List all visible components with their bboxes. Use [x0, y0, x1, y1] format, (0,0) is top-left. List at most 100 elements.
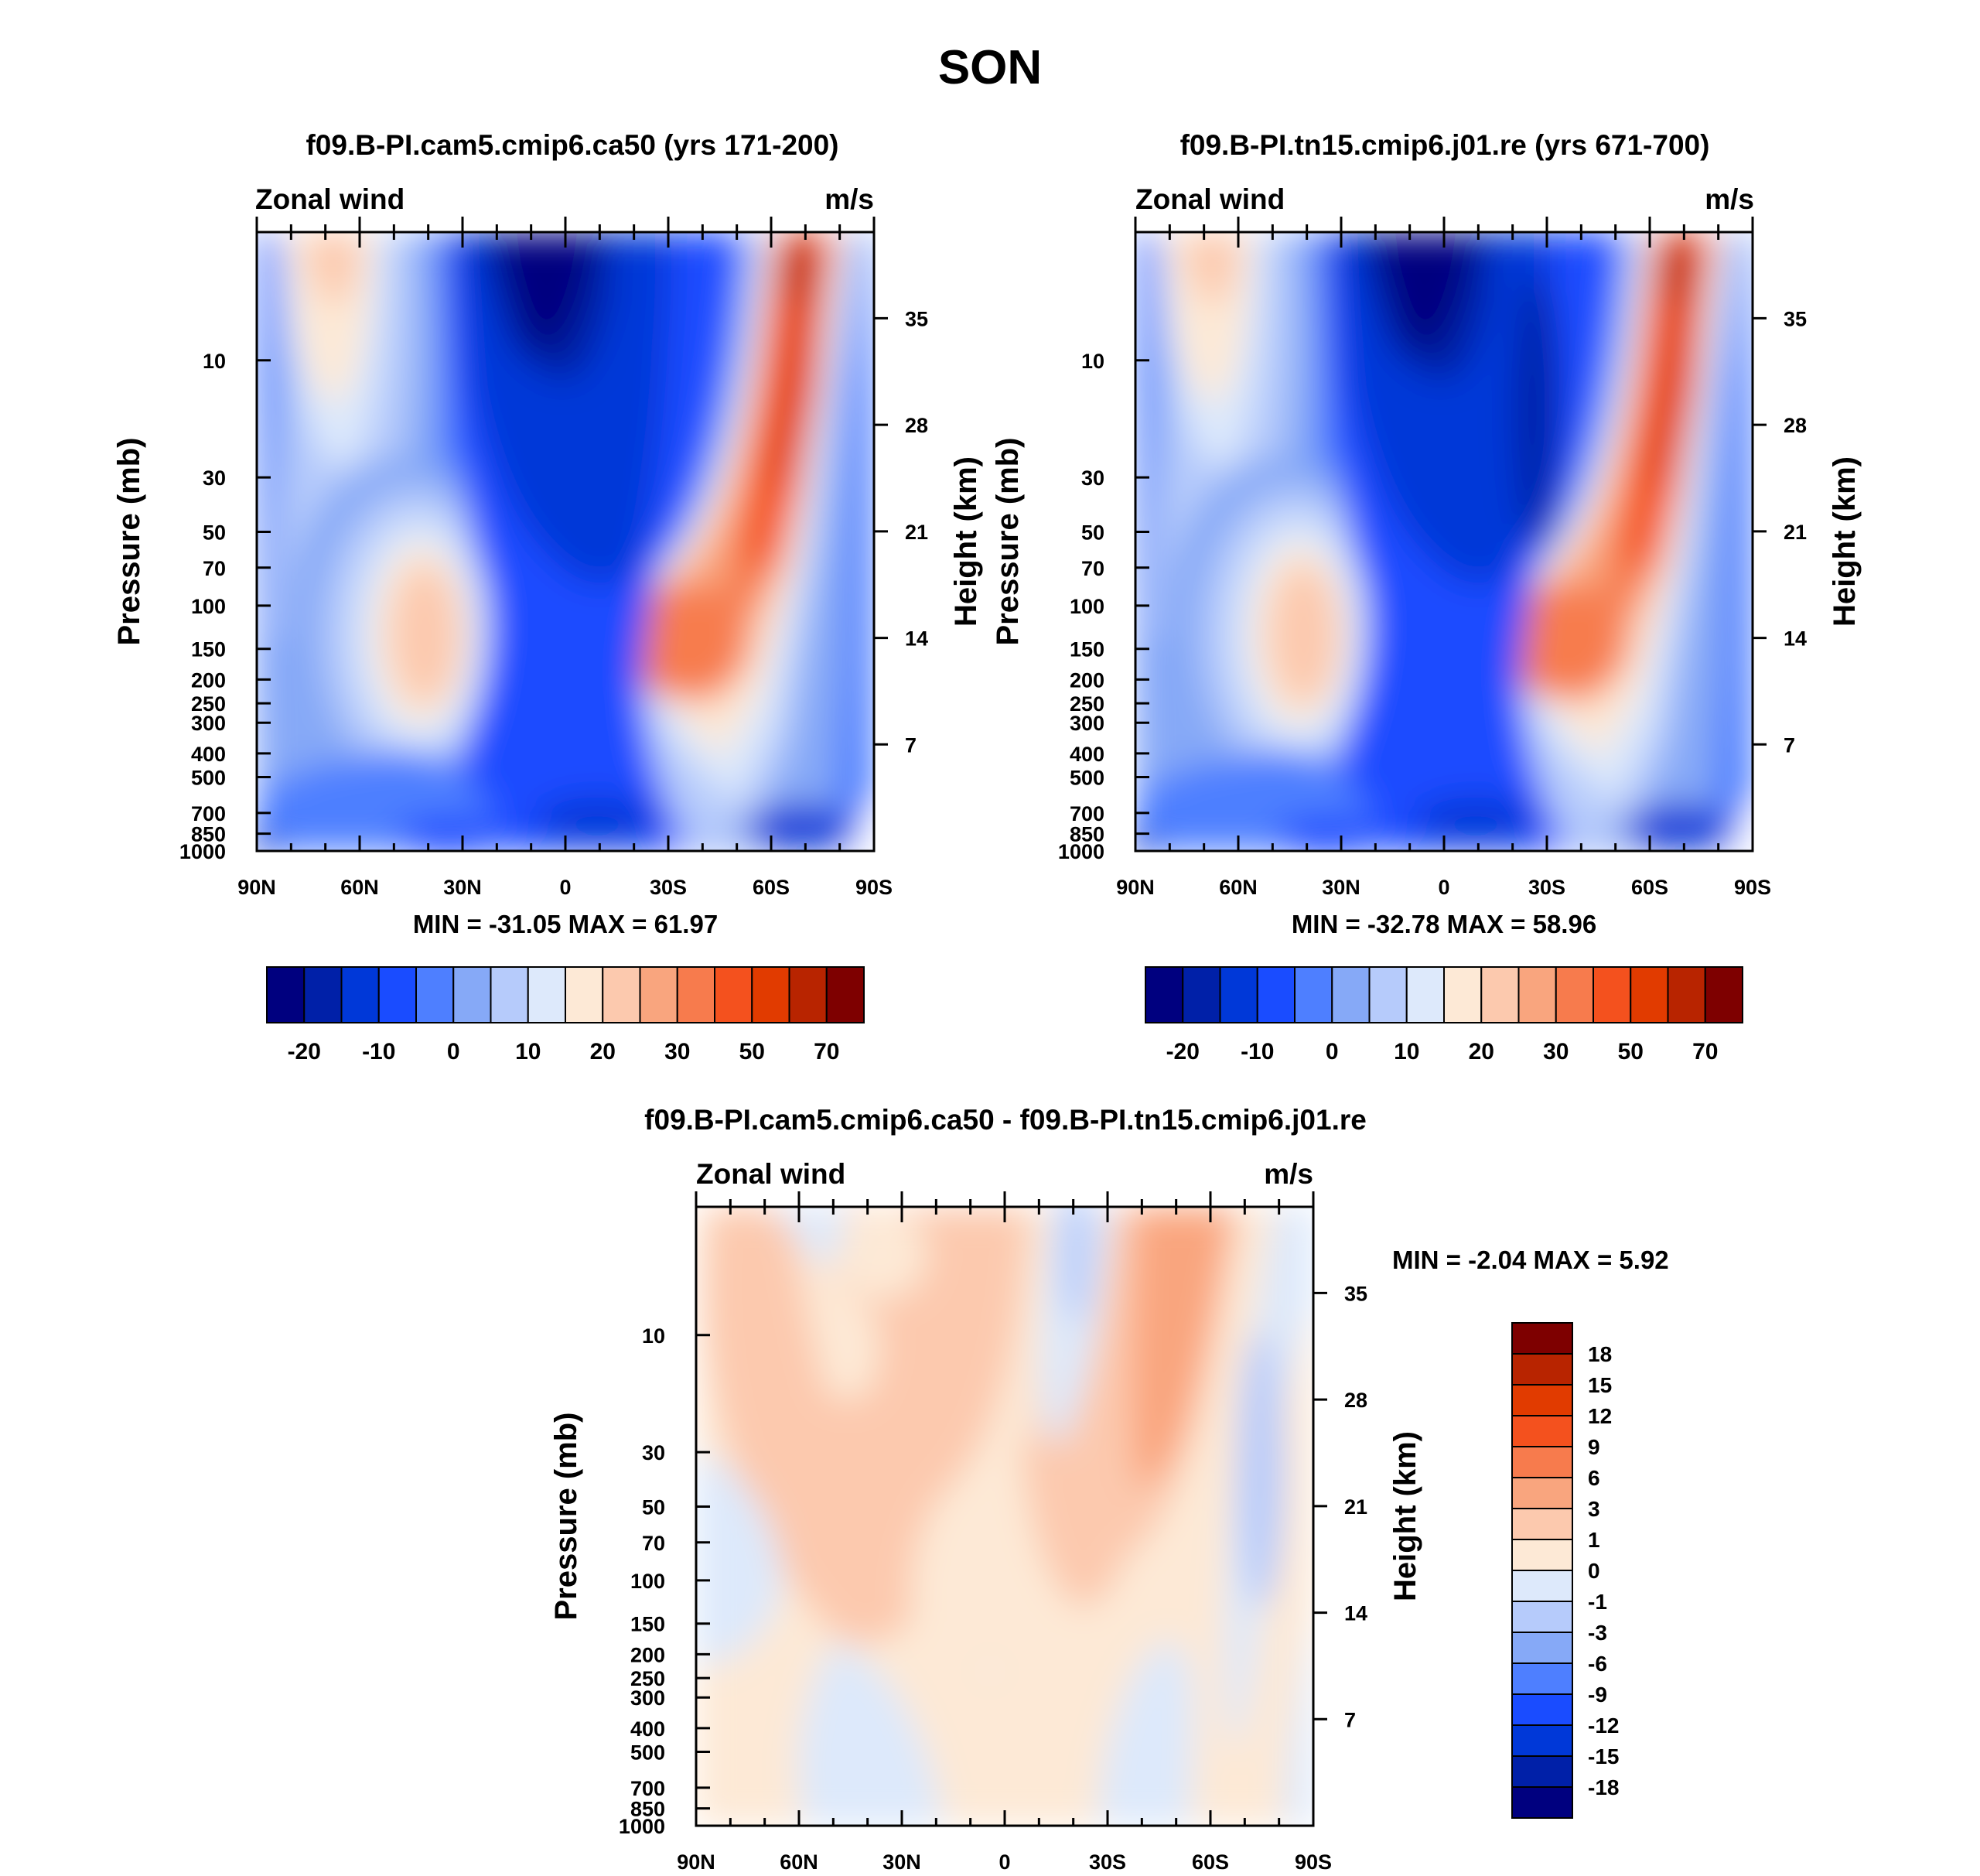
contour-region-33: [1514, 271, 1561, 549]
colorbar-label: 6: [1588, 1466, 1600, 1490]
y-tick-label: 500: [1070, 767, 1104, 790]
y-tick-label: 500: [630, 1741, 665, 1765]
y-tick-label: 200: [191, 668, 226, 692]
colorbar-label: -1: [1588, 1590, 1607, 1614]
y-tick-label: 250: [191, 692, 226, 716]
colorbar-swatch: [1511, 1446, 1573, 1478]
y-tick-label: 50: [203, 521, 226, 544]
y-tick-label: 10: [642, 1324, 665, 1348]
colorbar-swatch: [1294, 966, 1333, 1023]
x-tick-label: 90N: [237, 876, 276, 899]
colorbar-swatch: [1667, 966, 1706, 1023]
colorbar-swatch: [1256, 966, 1296, 1023]
colorbar-swatch: [1511, 1384, 1573, 1416]
colorbar-label: 0: [447, 1039, 460, 1064]
contour-region-21: [767, 232, 825, 487]
colorbar-label: 10: [515, 1039, 541, 1064]
y2-axis-label: Height (km): [1388, 1431, 1422, 1601]
y2-tick-label: 35: [1784, 307, 1807, 330]
y-tick-label: 700: [630, 1777, 665, 1800]
y2-tick-label: 7: [1344, 1708, 1356, 1731]
x-tick-label: 30S: [1528, 876, 1565, 899]
diff-region-14: [1238, 1331, 1284, 1609]
contour-region-31: [1623, 805, 1731, 851]
y-tick-label: 300: [191, 712, 226, 735]
colorbar-label: -10: [362, 1039, 395, 1064]
colorbar-swatch: [1331, 966, 1371, 1023]
diff-region-2: [835, 1207, 928, 1300]
diff-region-5: [798, 1640, 944, 1826]
colorbar-label: -12: [1588, 1714, 1619, 1738]
y-tick-label: 70: [1081, 557, 1104, 580]
plot-axes: 90N 60N 30N 0 30S 60S 90S103050701001502002503…: [179, 217, 928, 899]
y2-tick-label: 21: [905, 521, 928, 544]
y-tick-label: 1000: [619, 1815, 665, 1838]
colorbar-swatch: [1511, 1353, 1573, 1386]
contour-region-7: [1269, 565, 1339, 704]
contour-plot: [696, 1207, 1313, 1826]
colorbar-label: -20: [1166, 1039, 1200, 1064]
colorbar-swatch: [490, 966, 529, 1023]
y-tick-label: 850: [191, 823, 226, 846]
y-tick-label: 850: [630, 1798, 665, 1821]
colorbar-swatch: [1182, 966, 1221, 1023]
y-tick-label: 400: [1070, 743, 1104, 766]
y2-tick-label: 28: [1344, 1389, 1367, 1412]
y-tick-label: 250: [630, 1667, 665, 1690]
colorbar-label: 20: [1469, 1039, 1494, 1064]
x-tick-label: 60S: [1192, 1850, 1229, 1874]
colorbar-label: 70: [1692, 1039, 1718, 1064]
y2-axis-label: Height (km): [1828, 456, 1862, 627]
colorbar-label: -10: [1241, 1039, 1274, 1064]
units-label: m/s: [1264, 1158, 1313, 1190]
colorbar-swatch: [1368, 966, 1408, 1023]
y-tick-label: 100: [191, 595, 226, 618]
colorbar-swatch: [340, 966, 380, 1023]
colorbar-swatch: [602, 966, 641, 1023]
colorbar-swatch: [1511, 1724, 1573, 1757]
colorbar-swatch: [1511, 1786, 1573, 1819]
y2-tick-label: 7: [1784, 733, 1795, 757]
colorbar-swatch: [1511, 1477, 1573, 1509]
x-tick-label: 60N: [780, 1850, 818, 1874]
panel-title: f09.B-PI.tn15.cmip6.j01.re (yrs 671-700): [1180, 129, 1710, 161]
contour-region-27: [609, 232, 671, 464]
contour-region-26: [1375, 232, 1476, 352]
colorbar-label: 20: [590, 1039, 616, 1064]
y-tick-label: 30: [1081, 466, 1104, 490]
panel-case2: f09.B-PI.tn15.cmip6.j01.re (yrs 671-700)…: [991, 129, 1862, 1064]
y-tick-label: 100: [630, 1570, 665, 1593]
diff-region-9: [1021, 1439, 1124, 1609]
colorbar-swatch: [1704, 966, 1743, 1023]
colorbar-swatch: [714, 966, 753, 1023]
colorbar-swatch: [1511, 1322, 1573, 1355]
colorbar-label: 18: [1588, 1342, 1612, 1366]
contour-region-26: [497, 232, 597, 352]
colorbar-label: 10: [1394, 1039, 1419, 1064]
y-tick-label: 400: [630, 1717, 665, 1741]
colorbar-swatch: [1145, 966, 1184, 1023]
y-tick-label: 50: [642, 1495, 665, 1519]
units-label: m/s: [824, 183, 874, 215]
y-tick-label: 150: [1070, 638, 1104, 661]
colorbar-label: 3: [1588, 1497, 1600, 1521]
x-tick-label: 90N: [677, 1850, 715, 1874]
colorbar-swatch: [1517, 966, 1557, 1023]
colorbar-swatch: [639, 966, 678, 1023]
contour-region-10: [307, 232, 361, 306]
y-tick-label: 70: [642, 1532, 665, 1555]
x-tick-label: 0: [559, 876, 571, 899]
colorbar-label: 15: [1588, 1373, 1612, 1397]
y2-tick-label: 14: [1784, 627, 1807, 651]
units-label: m/s: [1705, 183, 1754, 215]
x-tick-label: 60N: [1219, 876, 1258, 899]
colorbar-label: 30: [664, 1039, 690, 1064]
colorbar-swatch: [1593, 966, 1632, 1023]
colorbar-label: 12: [1588, 1404, 1612, 1428]
contour-region-30: [1414, 797, 1538, 843]
y-tick-label: 70: [203, 557, 226, 580]
y2-tick-label: 21: [1784, 521, 1807, 544]
colorbar-swatch: [1511, 1755, 1573, 1788]
colorbar-swatch: [1405, 966, 1445, 1023]
